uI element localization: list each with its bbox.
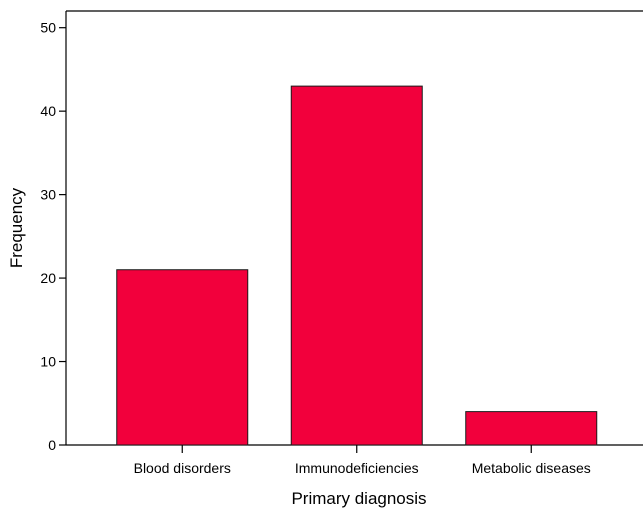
x-tick-label: Metabolic diseases [472, 460, 591, 476]
bar-immunodeficiencies [290, 85, 423, 446]
x-axis-title: Primary diagnosis [291, 489, 426, 508]
y-tick-label: 10 [40, 354, 56, 370]
y-tick-label: 50 [40, 20, 56, 36]
y-axis-title: Frequency [7, 187, 26, 268]
x-axis-ticks: Blood disorders Immunodeficiencies Metabol… [134, 445, 591, 476]
y-axis-ticks: 0 10 20 30 40 50 [40, 20, 66, 453]
x-tick-label: Blood disorders [134, 460, 231, 476]
y-tick-label: 40 [40, 103, 56, 119]
bar-blood-disorders [116, 269, 249, 446]
bars [116, 85, 598, 446]
y-tick-label: 20 [40, 270, 56, 286]
bar-metabolic-diseases [465, 411, 598, 446]
y-tick-label: 0 [48, 437, 56, 453]
x-tick-label: Immunodeficiencies [295, 460, 419, 476]
y-tick-label: 30 [40, 187, 56, 203]
